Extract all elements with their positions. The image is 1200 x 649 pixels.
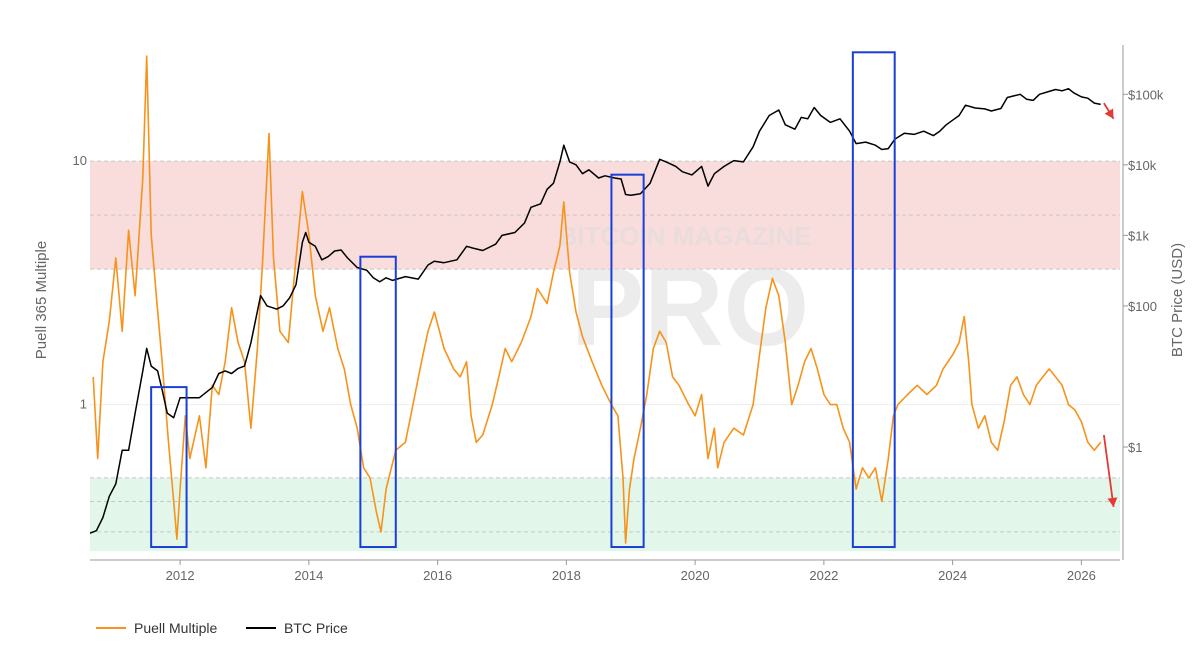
x-tick-label: 2018 bbox=[552, 568, 581, 583]
series-lines bbox=[89, 55, 1102, 544]
legend-label-btc-price: BTC Price bbox=[284, 620, 348, 636]
x-tick-label: 2012 bbox=[166, 568, 195, 583]
y-right-tick-label: $1 bbox=[1128, 440, 1142, 455]
x-tick-label: 2016 bbox=[423, 568, 452, 583]
legend-label-puell-multiple: Puell Multiple bbox=[134, 620, 217, 636]
highlight-box bbox=[851, 51, 896, 549]
x-tick-label: 2022 bbox=[809, 568, 838, 583]
price-down-arrow-head bbox=[1104, 108, 1114, 119]
tick-labels: 2012 2014 2016 2018 2020 2022 2024 2026 1 10 $1 $10… bbox=[73, 87, 1164, 583]
y-right-tick-label: $100k bbox=[1128, 87, 1164, 102]
x-tick-label: 2020 bbox=[681, 568, 710, 583]
legend: Puell Multiple BTC Price bbox=[96, 620, 348, 636]
x-tick-label: 2024 bbox=[938, 568, 967, 583]
trend-arrows bbox=[1103, 102, 1118, 508]
y-right-tick-label: $1k bbox=[1128, 228, 1149, 243]
undervalued-zone bbox=[90, 477, 1120, 552]
watermark-line2: PRO bbox=[571, 246, 809, 369]
y-right-axis-title: BTC Price (USD) bbox=[1169, 243, 1186, 357]
zone-bands bbox=[90, 161, 1120, 552]
grid-lines bbox=[90, 160, 1120, 533]
y-left-tick-label: 10 bbox=[73, 153, 87, 168]
y-right-tick-label: $100 bbox=[1128, 299, 1157, 314]
watermark: BITCOIN MAGAZINE PRO bbox=[559, 221, 812, 369]
puell-down-arrow-shaft bbox=[1103, 434, 1115, 508]
watermark-line1: BITCOIN MAGAZINE bbox=[559, 221, 812, 251]
highlight-box bbox=[610, 173, 645, 549]
btc-price-line bbox=[89, 87, 1101, 534]
axis-titles: Puell 365 Multiple BTC Price (USD) bbox=[33, 241, 1186, 359]
y-left-tick-label: 1 bbox=[80, 397, 87, 412]
x-tick-label: 2026 bbox=[1067, 568, 1096, 583]
axes bbox=[90, 45, 1124, 561]
y-left-axis-title: Puell 365 Multiple bbox=[33, 241, 50, 359]
highlight-box bbox=[150, 386, 188, 549]
highlight-boxes bbox=[150, 51, 896, 549]
puell-down-arrow-head bbox=[1107, 497, 1118, 507]
highlight-box bbox=[359, 255, 397, 549]
y-right-tick-label: $10k bbox=[1128, 158, 1157, 173]
puell-multiple-line bbox=[92, 55, 1102, 544]
x-tick-label: 2014 bbox=[294, 568, 323, 583]
